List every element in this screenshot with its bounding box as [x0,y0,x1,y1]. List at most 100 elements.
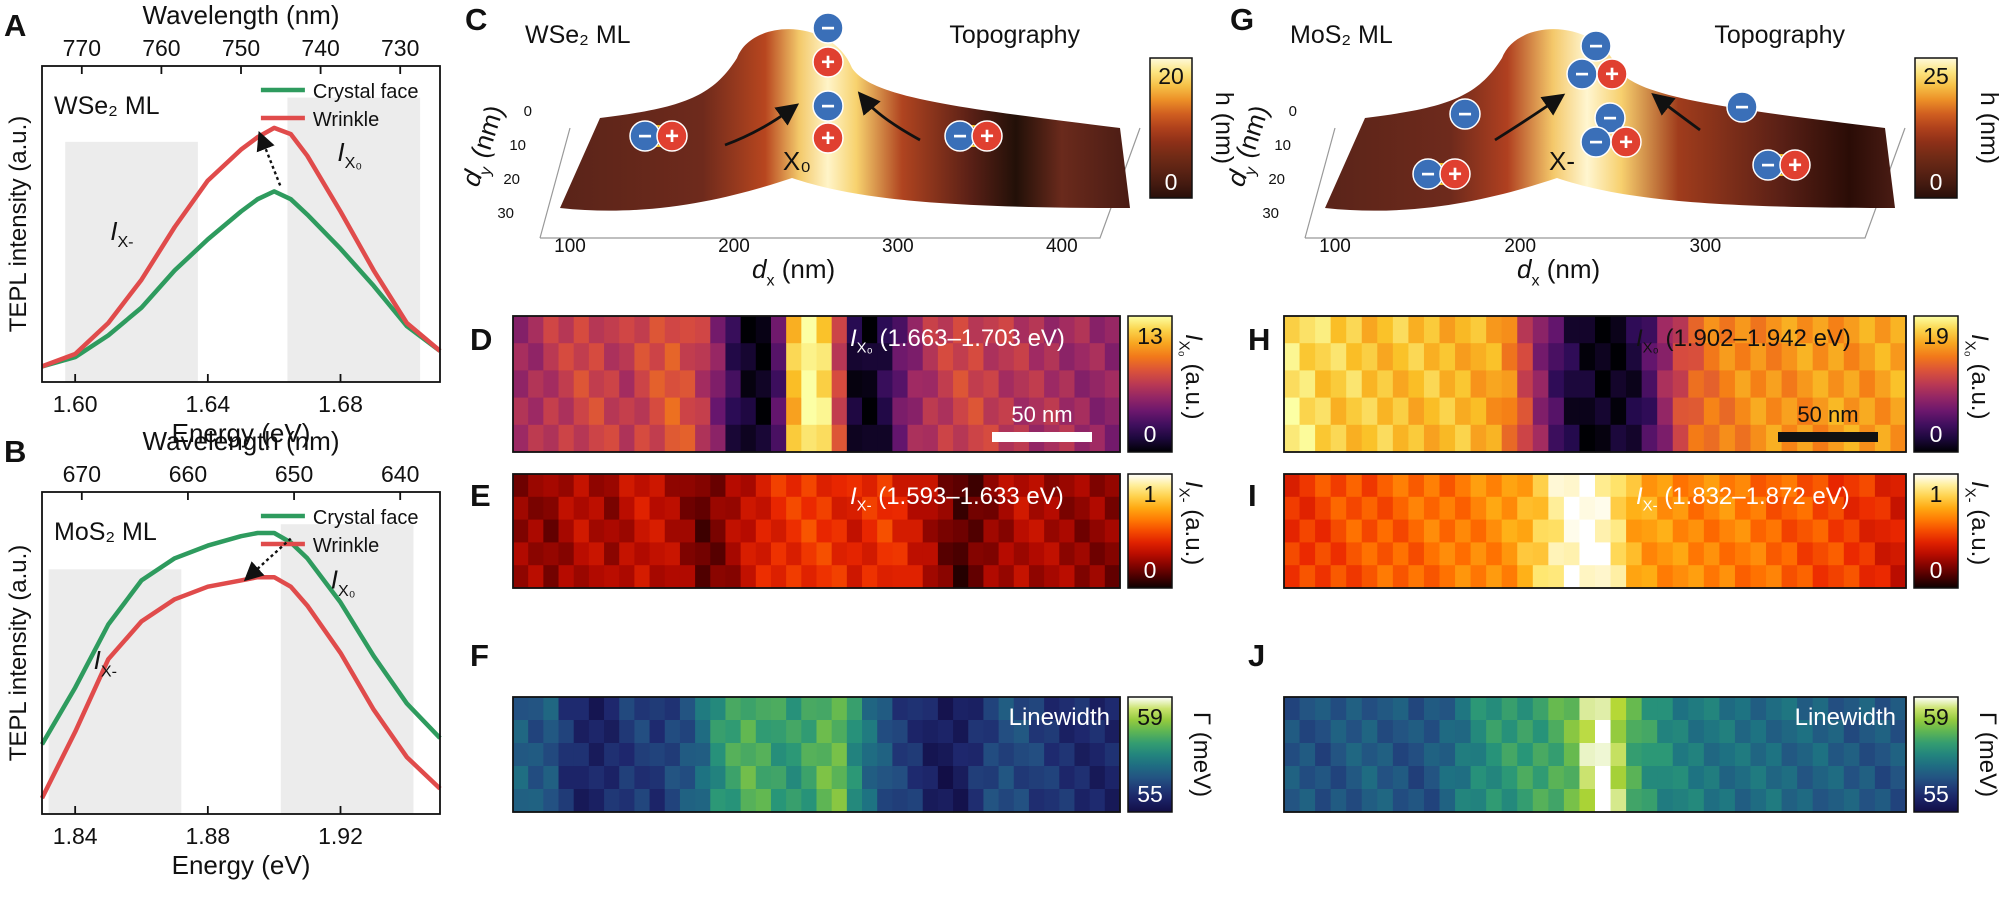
x-axis-title-tail: (nm) [775,254,836,284]
heatmap-cell [1059,496,1076,521]
heatmap-cell [543,789,560,813]
trion-top-hole-sign: + [821,49,835,76]
heatmap-cell [1059,542,1076,566]
heatmap-cell [1486,370,1503,399]
heatmap-cell [1672,316,1689,344]
heatmap-cell [831,697,848,721]
heatmap-cell [937,519,954,543]
heatmap-cell [1104,766,1121,790]
heatmap-cell [1532,424,1549,453]
heatmap-cell [1028,343,1045,371]
heatmap-cell [1377,789,1394,813]
y-tick-label: 0 [524,103,532,120]
x-axis-title: dx (nm) [1517,254,1600,289]
heatmap-cell [1657,343,1674,371]
heatmap-cell [816,343,833,371]
heatmap-cell [770,519,787,543]
heatmap-cell [1074,474,1091,498]
heatmap-cell [801,542,818,566]
heatmap-cell [1703,474,1720,498]
heatmap-cell [528,697,544,721]
heatmap-cell [543,343,560,371]
heatmap-cell [1688,343,1705,371]
surface-box-frame [1304,127,1906,239]
heatmap-cell [1874,519,1892,543]
heatmap-cell [513,542,529,566]
heatmap-cell [664,316,681,344]
heatmap-cell [1610,474,1627,498]
heatmap-cell [786,720,802,744]
heatmap-cell [1470,316,1487,344]
heatmap-cell [1470,519,1487,543]
heatmap-cell [604,424,620,453]
heatmap-cell [1377,370,1394,399]
trion-mid-hole-sign: + [821,125,835,152]
heatmap-cell [953,496,969,521]
heatmap-cell [1579,397,1596,426]
heatmap-cell [1517,474,1534,498]
heatmap-cell [1703,370,1720,399]
heatmap-cell [1517,519,1534,543]
heatmap-cell [1501,697,1518,721]
heatmap-cell [1059,316,1076,344]
heatmap-cell [1890,343,1907,371]
heatmap-cell [770,789,787,813]
heatmap-cell [907,789,924,813]
heatmap-cell [1703,496,1720,521]
heatmap-cell [679,519,696,543]
heatmap-cell [968,743,985,767]
heatmap-cell [983,496,1000,521]
colorbar-title-tail: (a.u.) [1966,503,1993,566]
heatmap-cell [922,474,939,498]
heatmap-cell [1330,343,1347,371]
heatmap-cell [1548,542,1565,566]
heatmap-cell [1315,766,1332,790]
x-tick-label: 1.68 [318,391,363,417]
heatmap-cell [983,519,1000,543]
heatmap-cell [1408,697,1425,721]
heatmap-cell [998,697,1015,721]
heatmap-cell [1284,789,1301,813]
heatmap-cell [1408,743,1425,767]
heatmap-cell [1044,519,1060,543]
heatmap-cell [892,720,909,744]
heatmap-cell [619,743,635,767]
heatmap-cell [1703,542,1720,566]
heatmap-cell [679,474,696,498]
heatmap-cell [1719,697,1736,721]
heatmap-cell [573,397,590,426]
heatmap-cell [558,343,575,371]
heatmap-cell [740,474,757,498]
heatmap-cell [1859,766,1876,790]
heatmap-cell [937,496,954,521]
heatmap-cell [831,424,848,453]
heatmap-cell [937,743,954,767]
heatmap-cell [664,697,681,721]
heatmap-cell [1734,370,1752,399]
heatmap-cell [816,397,833,426]
heatmap-cell [604,519,620,543]
heatmap-cell [1486,343,1503,371]
heatmap-cell [1517,316,1534,344]
heatmap-cell [968,397,985,426]
heatmap-cell [1626,519,1643,543]
heatmap-cell [1501,720,1518,744]
colorbar-min-label: 0 [1144,557,1157,583]
heatmap-cell [695,565,711,589]
heatmap-cell [907,397,924,426]
heatmap-cell [558,720,575,744]
heatmap-cell [558,424,575,453]
heatmap-cell [1828,519,1845,543]
heatmap-cell [1812,397,1829,426]
y-tick-label: 10 [1274,137,1291,154]
heatmap-cell [1890,697,1907,721]
heatmap-cell [1672,370,1689,399]
heatmap-cell [1284,370,1301,399]
heatmap-cell [1781,720,1798,744]
heatmap-cell [1392,474,1409,498]
heatmap-cell [1408,474,1425,498]
heatmap-cell [816,743,833,767]
heatmap-cell [1548,565,1565,589]
heatmap-cell [846,474,863,498]
heatmap-cell [1089,343,1106,371]
